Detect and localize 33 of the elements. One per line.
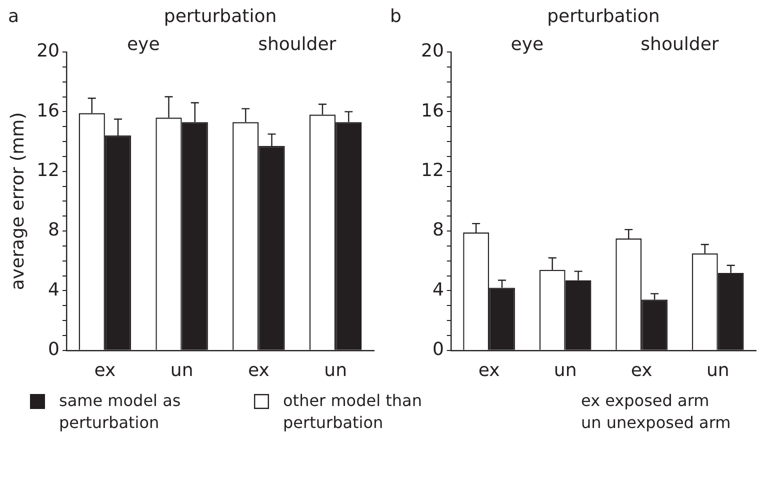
y-tick-label: 12 <box>36 160 60 182</box>
y-tick-label: 20 <box>36 40 60 62</box>
x-tick-label: ex <box>94 360 116 381</box>
x-tick-label: un <box>706 360 730 381</box>
y-tick-label: 4 <box>48 279 60 300</box>
x-tick-label: ex <box>248 360 270 381</box>
y-tick-label: 4 <box>432 279 444 300</box>
chart-subtitle: perturbation <box>547 6 660 27</box>
y-tick-label: 8 <box>432 220 444 241</box>
x-tick-label: ex <box>630 360 653 381</box>
annotation: eye <box>510 34 544 55</box>
text: un unexposed arm <box>581 412 732 434</box>
y-tick-label: 16 <box>421 100 444 122</box>
x-tick-label: ex <box>478 360 500 381</box>
x-tick-label: un <box>324 360 347 381</box>
x-tick-label: un <box>170 360 194 381</box>
legend-label: same model as perturbation <box>59 390 182 434</box>
annotation: eye <box>126 34 160 55</box>
chart-title: a <box>8 6 20 27</box>
text: ex exposed arm <box>581 390 710 412</box>
y-axis-title: average error (mm) <box>7 112 28 290</box>
y-tick-label: 0 <box>48 339 60 360</box>
y-tick-label: 12 <box>421 160 444 182</box>
x-tick-label: un <box>554 360 577 381</box>
legend-label: other model than perturbation <box>283 390 423 434</box>
y-tick-label: 0 <box>432 339 444 360</box>
chart-title: b <box>390 6 402 27</box>
y-tick-label: 8 <box>48 220 60 241</box>
y-tick-label: 20 <box>421 40 444 62</box>
annotation: shoulder <box>258 34 337 55</box>
y-tick-label: 16 <box>36 100 60 122</box>
annotation: shoulder <box>640 34 720 55</box>
chart-subtitle: perturbation <box>164 6 277 27</box>
